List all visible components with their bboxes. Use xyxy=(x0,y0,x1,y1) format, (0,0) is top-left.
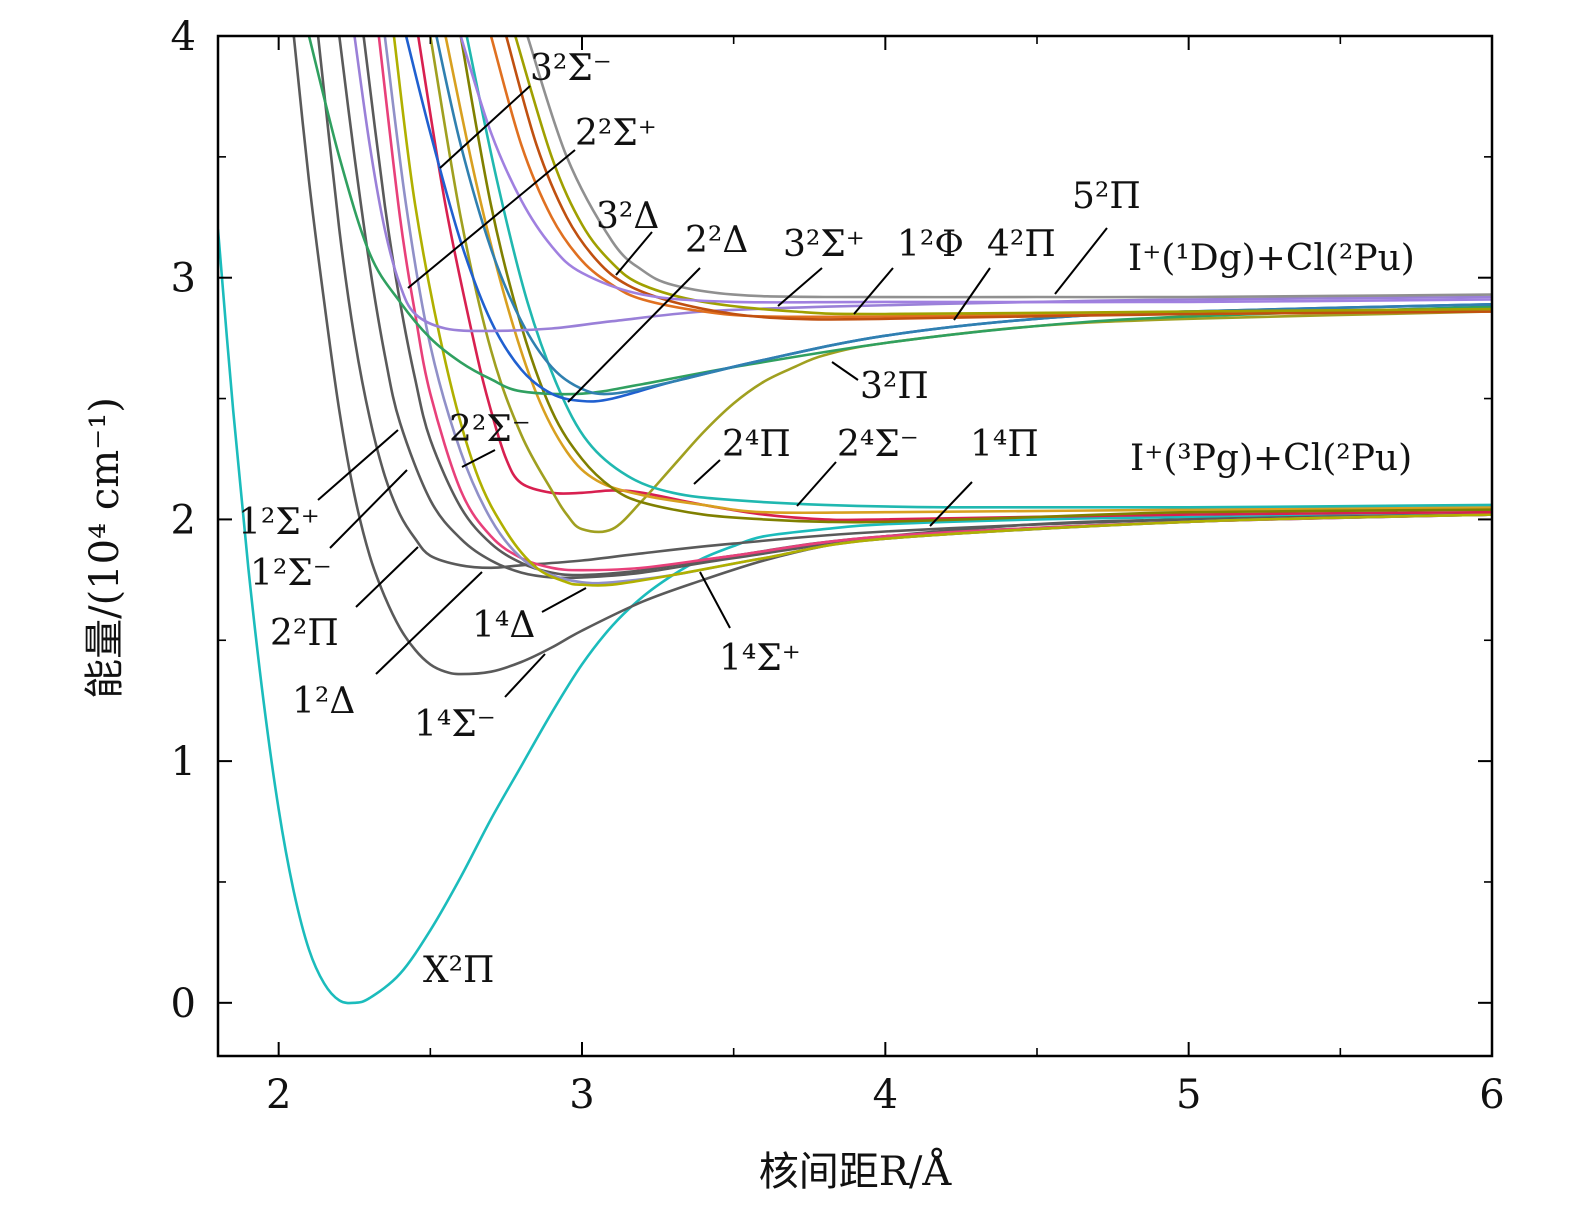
plot-frame xyxy=(216,34,1494,1058)
series-line-16 xyxy=(353,36,1492,333)
y-tick-label: 0 xyxy=(171,981,196,1027)
x-axis-title: 核间距R/Å xyxy=(759,1148,953,1195)
state-label: 3²Σ⁻ xyxy=(530,48,612,89)
state-label: 1⁴Σ⁺ xyxy=(719,638,801,679)
leader-line xyxy=(693,459,721,485)
leader-line xyxy=(317,429,399,501)
state-label: 3²Δ xyxy=(596,196,659,237)
state-label: 4²Π xyxy=(987,224,1056,265)
curves-layer xyxy=(218,36,1492,1005)
state-label: 2²Π xyxy=(270,613,339,654)
y-tick-label: 3 xyxy=(171,256,196,302)
leader-line xyxy=(439,85,531,169)
x-tick-label: 6 xyxy=(1479,1072,1504,1118)
series-line-7 xyxy=(392,36,1492,587)
series-line-4 xyxy=(362,36,1492,577)
leader-line xyxy=(329,469,408,549)
state-label: I⁺(³Pg)+Cl(²Pu) xyxy=(1130,438,1412,479)
series-line-0 xyxy=(218,229,1492,1005)
state-label: 1⁴Δ xyxy=(472,605,535,646)
leader-line xyxy=(504,653,546,698)
leader-line xyxy=(699,571,731,629)
y-tick-label: 1 xyxy=(171,739,196,785)
leader-line xyxy=(929,481,973,527)
y-tick-label: 4 xyxy=(171,14,196,60)
state-label: 2²Σ⁺ xyxy=(575,113,657,154)
state-label: 1⁴Π xyxy=(970,424,1039,465)
state-label: 3²Σ⁺ xyxy=(783,224,865,265)
state-label: I⁺(¹Dg)+Cl(²Pu) xyxy=(1128,238,1415,279)
series-line-1 xyxy=(292,36,1492,676)
state-label: X²Π xyxy=(423,950,494,991)
leader-line xyxy=(375,571,483,675)
state-label: 5²Π xyxy=(1072,176,1141,217)
leader-line xyxy=(461,449,496,468)
leader-line xyxy=(1054,227,1108,295)
leader-line xyxy=(796,461,837,507)
y-tick-label: 2 xyxy=(171,497,196,543)
y-axis-title: 能量/(10⁴ cm⁻¹) xyxy=(82,397,128,699)
state-label: 1⁴Σ⁻ xyxy=(414,704,496,745)
leader-line xyxy=(407,149,576,289)
state-label: 2²Δ xyxy=(685,220,748,261)
leader-line xyxy=(615,231,653,276)
series-line-2 xyxy=(316,36,1492,570)
series-line-20 xyxy=(526,36,1492,299)
state-label: 2²Σ⁻ xyxy=(449,409,531,450)
leader-line xyxy=(853,267,894,315)
series-line-11 xyxy=(465,36,1492,509)
leader-line xyxy=(777,267,823,307)
series-line-21 xyxy=(459,36,1492,304)
leader-line xyxy=(953,267,991,321)
series-line-13 xyxy=(307,36,1492,396)
leader-line xyxy=(355,546,419,608)
series-line-18 xyxy=(504,36,1492,321)
state-label: 1²Σ⁻ xyxy=(250,553,332,594)
leader-line xyxy=(567,267,701,403)
annotation-labels: 3²Σ⁻ 2²Σ⁺ 3²Δ 2²Δ 3²Σ⁺ 1²Φ 4²Π 5²Π 3²Π 2²Σ⁻ 2⁴Π 2⁴Σ… xyxy=(238,48,1415,991)
annotation-leaders xyxy=(317,85,1108,698)
state-label: 1²Φ xyxy=(897,224,964,265)
axis-ticks: 2 3 4 5 6 0 1 2 3 4 xyxy=(171,14,1505,1118)
state-label: 3²Π xyxy=(860,366,929,407)
x-tick-label: 2 xyxy=(266,1072,291,1118)
state-label: 1²Δ xyxy=(292,681,355,722)
state-label: 2⁴Σ⁻ xyxy=(837,424,919,465)
state-label: 1²Σ⁺ xyxy=(238,502,320,543)
leader-line xyxy=(831,361,859,381)
x-tick-label: 4 xyxy=(873,1072,898,1118)
leader-line xyxy=(541,587,587,613)
series-line-19 xyxy=(514,36,1492,316)
state-label: 2⁴Π xyxy=(722,424,791,465)
x-tick-label: 3 xyxy=(569,1072,594,1118)
x-tick-label: 5 xyxy=(1176,1072,1201,1118)
